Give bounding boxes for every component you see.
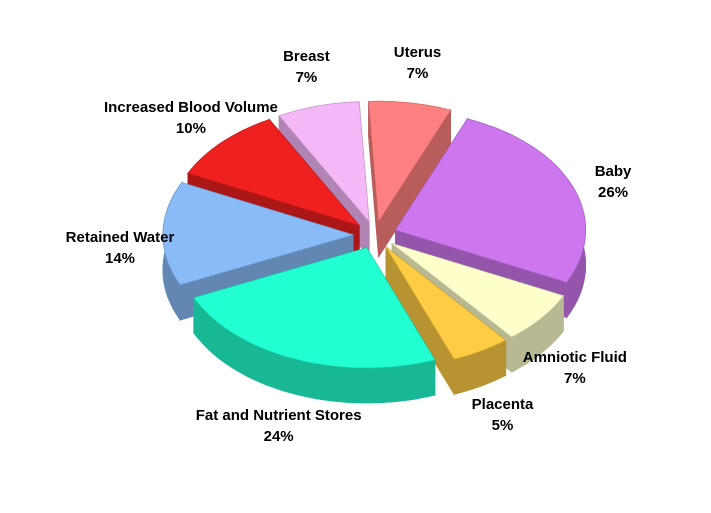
slice-label: Fat and Nutrient Stores 24% [196, 405, 362, 447]
slice [193, 246, 436, 404]
slice-label: Uterus 7% [394, 42, 442, 84]
category-label: Fat and Nutrient Stores [195, 406, 362, 424]
slice-label: Breast 7% [283, 46, 330, 88]
category-label: Uterus [393, 43, 442, 61]
slice [385, 245, 507, 396]
value-label: 5% [491, 416, 514, 434]
category-label: Increased Blood Volume [103, 99, 278, 117]
slice-top [162, 182, 355, 286]
slice-top [395, 118, 586, 283]
slice-top [187, 119, 361, 226]
slice-top [385, 246, 507, 360]
value-label: 14% [104, 250, 136, 267]
slice-label: Baby 26% [595, 161, 632, 203]
slice-top [193, 247, 436, 369]
slice-top [278, 101, 370, 223]
value-label: 7% [295, 68, 318, 86]
slice-label: Increased Blood Volume 10% [104, 97, 278, 139]
slice-label: Placenta 5% [472, 394, 534, 436]
value-label: 10% [175, 120, 206, 138]
category-label: Amniotic Fluid [522, 349, 627, 367]
value-label: 7% [563, 370, 586, 388]
value-label: 26% [598, 183, 629, 201]
value-label: 24% [263, 427, 294, 445]
slice-label: Amniotic Fluid 7% [523, 347, 627, 389]
category-label: Retained Water [65, 229, 175, 246]
slice-top [368, 100, 451, 223]
slice-top [392, 243, 564, 338]
slice-label: Retained Water 14% [66, 227, 175, 269]
category-label: Placenta [471, 395, 534, 413]
value-label: 7% [406, 64, 429, 82]
slice [368, 100, 452, 259]
category-label: Baby [594, 162, 632, 180]
category-label: Breast [283, 47, 330, 65]
